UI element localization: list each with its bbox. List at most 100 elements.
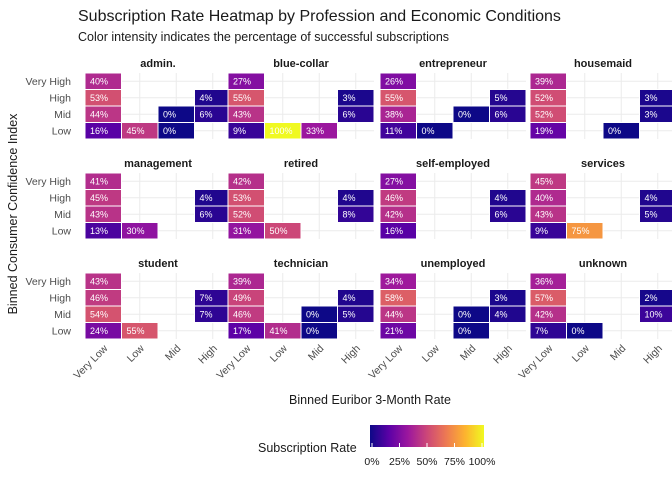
x-tick-label: Very Low [214,342,253,381]
cell-value-label: 8% [343,209,356,219]
cell-value-label: 42% [385,209,403,219]
heatmap-cell [452,322,490,340]
legend-tick-label: 50% [416,456,437,468]
cell-value-label: 43% [90,209,108,219]
cell-value-label: 41% [270,326,288,336]
legend-colorbar [370,425,484,447]
cell-value-label: 46% [233,309,251,319]
cell-value-label: 42% [233,176,251,186]
x-tick-label: High [641,343,665,367]
heatmap-cell [639,205,672,223]
panel-strip-label: retired [284,158,318,170]
heatmap-cell [529,122,567,140]
panel-strip-label: entrepreneur [419,58,488,70]
cell-value-label: 31% [233,226,251,236]
heatmap-cell [121,322,159,340]
cell-value-label: 53% [90,93,108,103]
cell-value-label: 0% [458,326,471,336]
y-tick-label: Low [52,325,72,337]
y-tick-label: Very High [25,276,71,288]
panel-self-employed: self-employed 27% 46% 42% 16% 4% 6% [379,158,527,240]
panel-admin: admin. 40% 53% 44% 16% 45% 0% 0% 4% 6% [84,58,232,140]
y-axis-title: Binned Consumer Confidence Index [6,113,20,315]
heatmap-cell [489,105,527,123]
heatmap-cell [337,105,375,123]
heatmap-cell [121,222,159,240]
heatmap-cell [264,222,302,240]
heatmap-cell [566,322,604,340]
y-tick-label: Mid [54,109,71,121]
cell-value-label: 9% [233,126,246,136]
heatmap-cell [157,122,195,140]
cell-value-label: 49% [233,293,251,303]
cell-value-label: 21% [385,326,403,336]
cell-value-label: 3% [645,109,658,119]
y-tick-label: High [49,92,71,104]
x-tick-label: Low [420,342,442,364]
cell-value-label: 3% [343,93,356,103]
cell-value-label: 7% [200,293,213,303]
heatmap-cell [416,122,454,140]
x-tick-label: High [339,343,363,367]
y-tick-label: Very High [25,176,71,188]
cell-value-label: 9% [535,226,548,236]
y-tick-label: High [49,192,71,204]
cell-value-label: 16% [385,226,403,236]
cell-value-label: 0% [458,309,471,319]
cell-value-label: 53% [233,193,251,203]
cell-value-label: 6% [200,209,213,219]
y-tick-label: Low [52,125,72,137]
cell-value-label: 45% [90,193,108,203]
heatmap-cell [379,222,417,240]
facet-panels: admin.40%53%44%16% 45%0%0%4%6%blue-collar… [84,58,672,340]
cell-value-label: 0% [163,126,176,136]
cell-value-label: 52% [535,109,553,119]
cell-value-label: 0% [422,126,435,136]
heatmap-cell [337,305,375,323]
cell-value-label: 45% [535,176,553,186]
cell-value-label: 5% [343,309,356,319]
cell-value-label: 46% [385,193,403,203]
cell-value-label: 6% [495,209,508,219]
cell-value-label: 3% [495,293,508,303]
cell-value-label: 44% [385,309,403,319]
heatmap-cell [379,322,417,340]
panel-strip-label: unemployed [421,258,486,270]
cell-value-label: 17% [233,326,251,336]
panel-blue-collar: blue-collar 27% 55% 43% 9% 100% 33% 3% 6% [227,58,375,140]
cell-value-label: 57% [535,293,553,303]
cell-value-label: 4% [200,193,213,203]
heatmap-cell [489,305,527,323]
cell-value-label: 6% [343,109,356,119]
cell-value-label: 19% [535,126,553,136]
y-axis-ticks: Low Mid High Very High Low Mid High Very High Lo… [25,76,71,338]
panel-strip-label: student [138,258,178,270]
color-legend: Subscription Rate 0% 25% 50% 75% 100% [258,425,495,468]
x-tick-label: Mid [608,343,629,364]
legend-tick-label: 25% [389,456,410,468]
cell-value-label: 55% [385,93,403,103]
cell-value-label: 5% [645,209,658,219]
cell-value-label: 7% [535,326,548,336]
panel-unknown: unknown 36% 57% 42% 7% 0% 2% 10% [529,258,672,340]
cell-value-label: 4% [495,193,508,203]
panel-retired: retired 42% 53% 52% 31% 50% 4% 8% [227,158,375,240]
x-tick-label: Very Low [71,342,110,381]
chart-subtitle: Color intensity indicates the percentage… [78,30,449,44]
panel-strip-label: technician [274,258,329,270]
x-axis-title: Binned Euribor 3-Month Rate [289,393,451,407]
cell-value-label: 40% [535,193,553,203]
x-tick-label: Low [125,342,147,364]
x-tick-label: Mid [458,343,479,364]
x-tick-label: High [196,343,220,367]
y-tick-label: Mid [54,209,71,221]
cell-value-label: 2% [645,293,658,303]
legend-tick-label: 75% [444,456,465,468]
x-tick-label: Low [570,342,592,364]
heatmap-cell [337,205,375,223]
cell-value-label: 27% [385,176,403,186]
cell-value-label: 4% [343,193,356,203]
chart-title: Subscription Rate Heatmap by Profession … [78,8,561,25]
x-tick-label: Very Low [366,342,405,381]
